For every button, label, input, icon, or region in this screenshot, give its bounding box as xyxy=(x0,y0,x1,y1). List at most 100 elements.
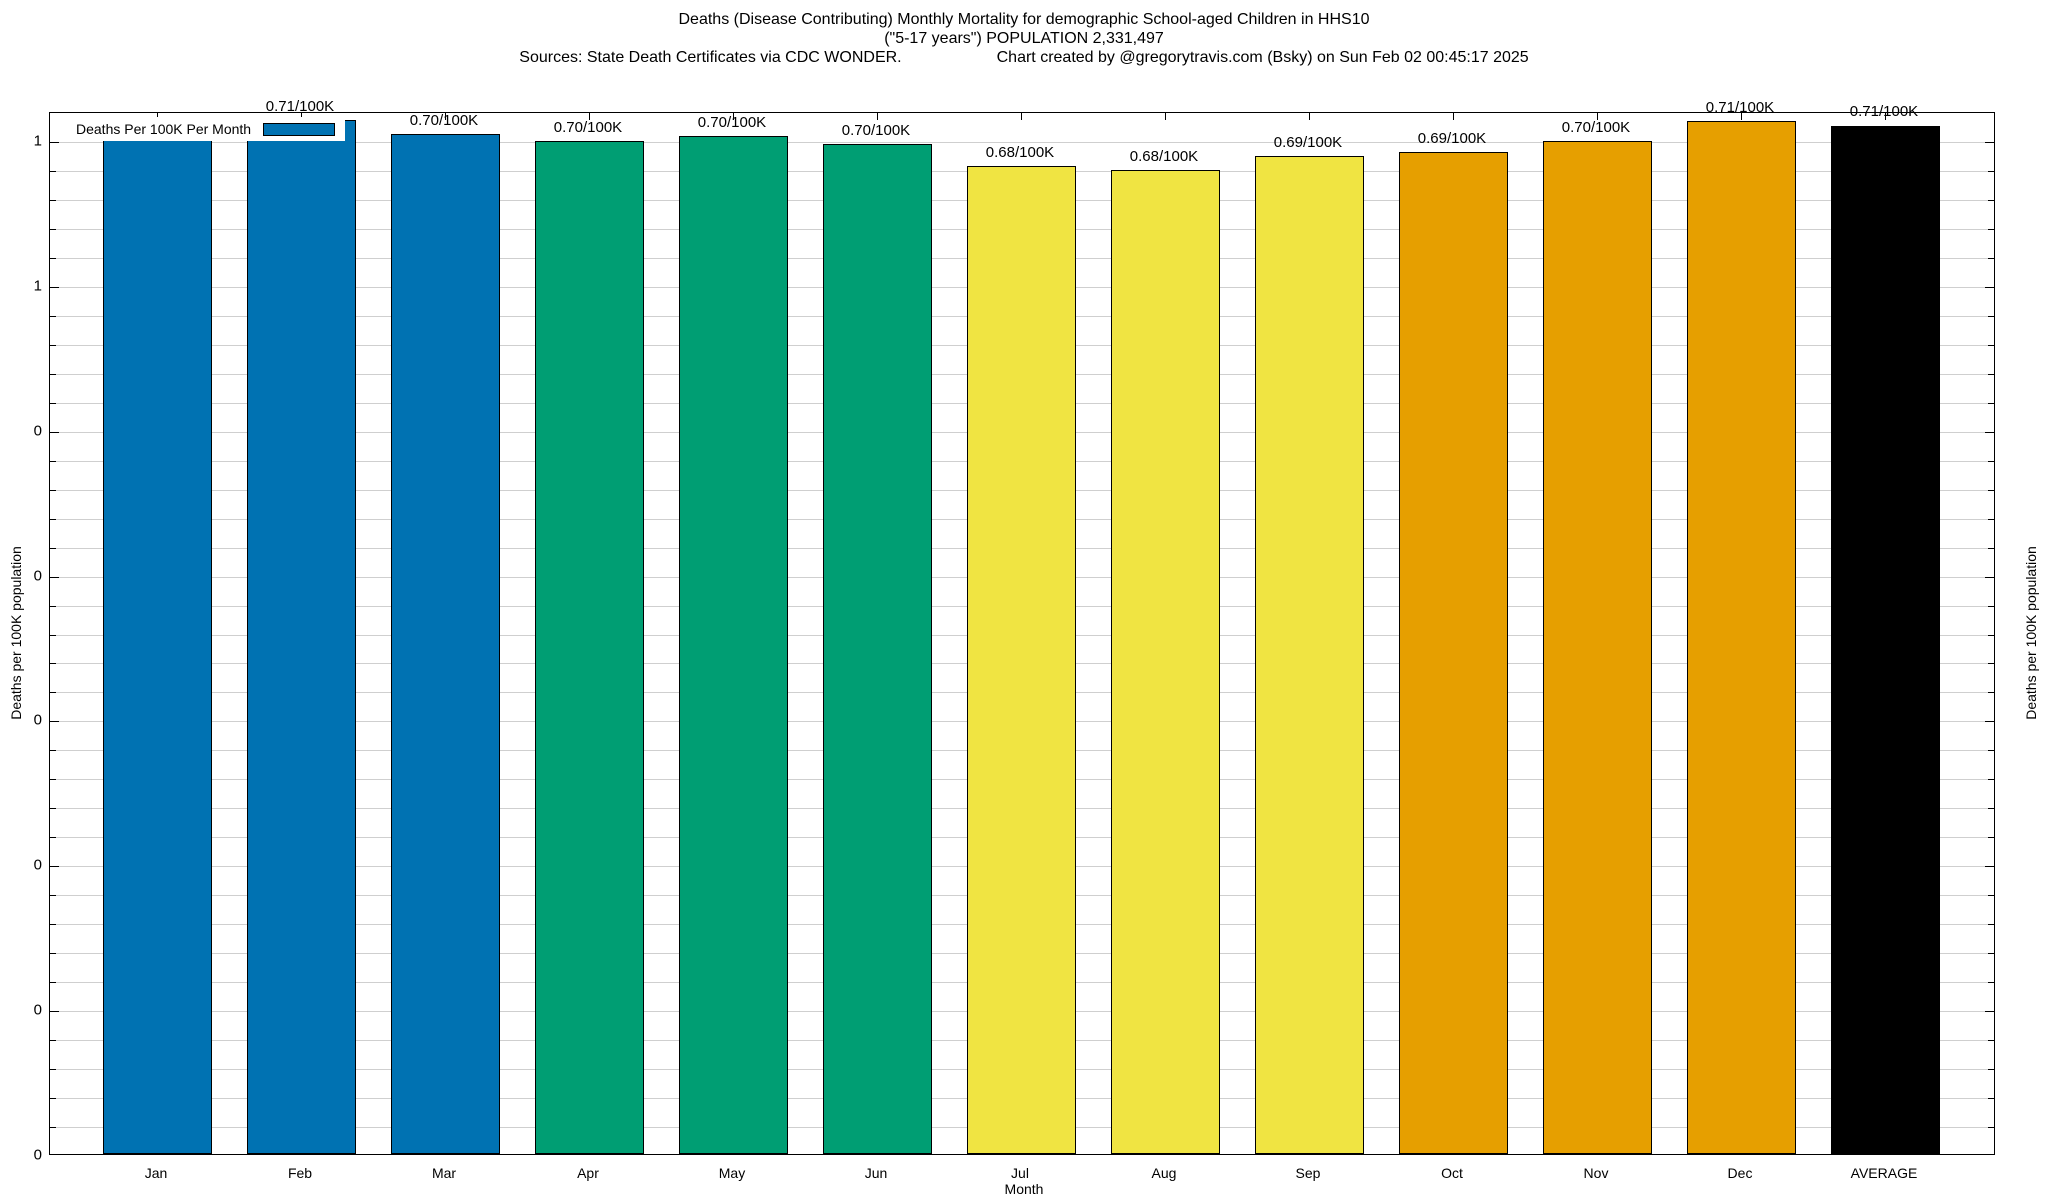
y-minor-tick-right xyxy=(1988,692,1994,694)
y-minor-tick-left xyxy=(50,1040,56,1042)
y-minor-tick-right xyxy=(1988,489,1994,491)
y-minor-tick-right xyxy=(1988,1127,1994,1129)
y-minor-tick-left xyxy=(50,1127,56,1129)
y-major-tick-right xyxy=(1985,141,1994,143)
y-tick-label: 1 xyxy=(33,132,42,150)
y-minor-tick-right xyxy=(1988,837,1994,839)
y-major-tick-left xyxy=(50,431,59,433)
y-minor-tick-left xyxy=(50,489,56,491)
y-tick-label: 0 xyxy=(33,856,42,874)
y-minor-tick-left xyxy=(50,837,56,839)
y-major-tick-right xyxy=(1985,866,1994,868)
bar-feb xyxy=(246,119,356,1154)
y-minor-tick-right xyxy=(1988,895,1994,897)
y-minor-tick-left xyxy=(50,750,56,752)
bar-jun xyxy=(822,144,932,1154)
y-minor-tick-left xyxy=(50,518,56,520)
y-minor-tick-right xyxy=(1988,1098,1994,1100)
x-tick-top xyxy=(445,113,446,120)
y-tick-label: 0 xyxy=(33,1146,42,1164)
chart-source-line: Sources: State Death Certificates via CD… xyxy=(0,48,2048,67)
x-tick-top xyxy=(1453,113,1454,120)
y-major-tick-right xyxy=(1985,576,1994,578)
y-minor-tick-right xyxy=(1988,750,1994,752)
bar-value-label: 0.70/100K xyxy=(841,122,911,140)
source-note: Sources: State Death Certificates via CD… xyxy=(519,49,902,66)
x-tick-label: May xyxy=(718,1165,746,1181)
y-minor-tick-right xyxy=(1988,373,1994,375)
bar-apr xyxy=(534,141,644,1154)
x-tick-label: Dec xyxy=(1727,1165,1753,1181)
bar-jul xyxy=(966,166,1076,1154)
y-minor-tick-left xyxy=(50,315,56,317)
legend-swatch-icon xyxy=(263,122,336,136)
y-minor-tick-right xyxy=(1988,518,1994,520)
y-minor-tick-left xyxy=(50,373,56,375)
y-minor-tick-left xyxy=(50,808,56,810)
y-minor-tick-right xyxy=(1988,547,1994,549)
x-tick-label: Jul xyxy=(1011,1165,1029,1181)
bar-value-label: 0.69/100K xyxy=(1417,129,1487,147)
bar-oct xyxy=(1398,151,1508,1154)
y-minor-tick-right xyxy=(1988,315,1994,317)
y-minor-tick-right xyxy=(1988,1069,1994,1071)
y-minor-tick-left xyxy=(50,257,56,259)
bar-value-label: 0.68/100K xyxy=(1129,148,1199,166)
x-tick-label: Mar xyxy=(431,1165,457,1181)
bar-value-label: 0.70/100K xyxy=(553,119,623,137)
y-minor-tick-right xyxy=(1988,808,1994,810)
bar-value-label: 0.71/100K xyxy=(1849,103,1919,121)
bar-value-label: 0.71/100K xyxy=(265,97,335,115)
y-major-tick-left xyxy=(50,286,59,288)
y-major-tick-left xyxy=(50,1011,59,1013)
y-major-tick-right xyxy=(1985,721,1994,723)
y-minor-tick-right xyxy=(1988,982,1994,984)
y-tick-label: 0 xyxy=(33,711,42,729)
chart-subtitle: ("5-17 years") POPULATION 2,331,497 xyxy=(884,30,1164,47)
bar-value-label: 0.68/100K xyxy=(985,144,1055,162)
y-major-tick-left xyxy=(50,141,59,143)
x-tick-top xyxy=(1597,113,1598,120)
y-tick-label: 0 xyxy=(33,567,42,585)
x-tick-top xyxy=(1165,113,1166,120)
y-minor-tick-right xyxy=(1988,170,1994,172)
y-minor-tick-right xyxy=(1988,344,1994,346)
bar-value-label: 0.70/100K xyxy=(1561,119,1631,137)
y-axis-title-right: Deaths per 100K population xyxy=(2023,546,2039,720)
x-tick-label: AVERAGE xyxy=(1850,1165,1918,1181)
bar-value-label: 0.70/100K xyxy=(697,113,767,131)
x-tick-top xyxy=(1885,113,1886,120)
y-minor-tick-right xyxy=(1988,460,1994,462)
x-tick-top xyxy=(733,113,734,120)
x-tick-label: Jun xyxy=(864,1165,888,1181)
y-tick-label: 1 xyxy=(33,277,42,295)
y-tick-label: 0 xyxy=(33,1001,42,1019)
y-minor-tick-left xyxy=(50,228,56,230)
x-tick-label: Feb xyxy=(287,1165,313,1181)
y-major-tick-left xyxy=(50,576,59,578)
y-minor-tick-left xyxy=(50,692,56,694)
y-minor-tick-left xyxy=(50,460,56,462)
y-minor-tick-left xyxy=(50,895,56,897)
y-minor-tick-right xyxy=(1988,953,1994,955)
bar-aug xyxy=(1110,170,1220,1154)
y-major-tick-right xyxy=(1985,431,1994,433)
y-minor-tick-left xyxy=(50,199,56,201)
y-minor-tick-right xyxy=(1988,634,1994,636)
x-tick-label: Nov xyxy=(1583,1165,1609,1181)
bar-dec xyxy=(1686,121,1796,1154)
bar-value-label: 0.70/100K xyxy=(409,112,479,130)
y-minor-tick-left xyxy=(50,953,56,955)
y-minor-tick-right xyxy=(1988,924,1994,926)
y-major-tick-left xyxy=(50,866,59,868)
plot-area: Deaths Per 100K Per Month xyxy=(49,112,1995,1155)
y-minor-tick-right xyxy=(1988,199,1994,201)
x-tick-label: Aug xyxy=(1151,1165,1177,1181)
y-major-tick-right xyxy=(1985,286,1994,288)
x-tick-label: Sep xyxy=(1295,1165,1321,1181)
y-major-tick-left xyxy=(50,721,59,723)
bar-value-label: 0.71/100K xyxy=(1705,99,1775,117)
y-minor-tick-left xyxy=(50,170,56,172)
x-tick-top xyxy=(589,113,590,120)
x-tick-label: Oct xyxy=(1441,1165,1463,1181)
